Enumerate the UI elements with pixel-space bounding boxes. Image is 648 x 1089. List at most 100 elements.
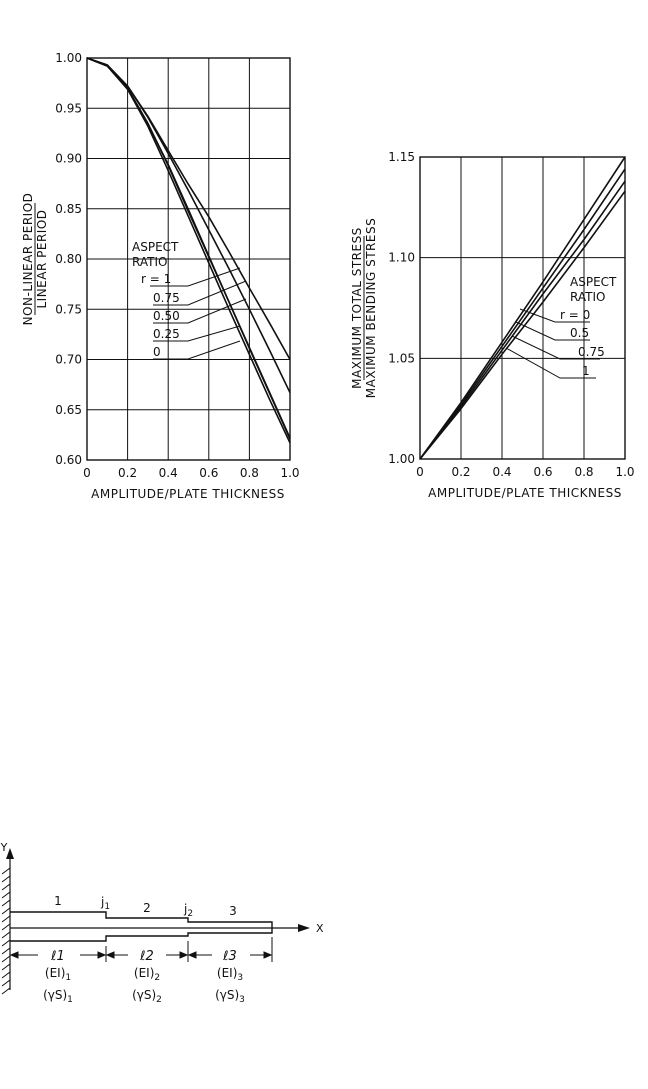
x-tick-label: 0.4: [159, 466, 178, 480]
density-3-label: (γS)3: [215, 988, 245, 1005]
hatch-line: [1, 883, 11, 891]
stress-ratio-chart: 0 0.2 0.4 0.6 0.8 1.0 1.00 1.05 1.10 1.15 AMPLITU…: [350, 150, 635, 500]
stiffness-3-label: (EI)3: [217, 966, 243, 983]
chart1-legend: ASPECT RATIO r = 1 0.75 0.50 0.25 0: [132, 240, 247, 360]
chart1-plot-frame: [86, 57, 291, 461]
density-1-main: (γS): [43, 988, 67, 1002]
density-2-label: (γS)2: [132, 988, 162, 1005]
segment-1-number: 1: [54, 894, 62, 908]
series-line-2: [419, 180, 626, 460]
chart1-grid: [87, 58, 290, 460]
chart1-tick-labels: 0 0.2 0.4 0.6 0.8 1.0 0.60 0.65 0.70 0.75 0.80 0.85…: [55, 51, 299, 480]
y-tick-label: 1.05: [388, 351, 415, 365]
chart1-legend-label-0: 0: [153, 345, 161, 359]
stiffness-2-sub: 2: [154, 973, 160, 983]
junction-2-label: j2: [183, 902, 193, 919]
junction-2-main: j: [183, 902, 187, 916]
leader-025: [153, 325, 241, 342]
chart1-y-label-numerator: NON-LINEAR PERIOD: [21, 193, 35, 326]
y-tick-label: 1.00: [388, 452, 415, 466]
y-axis-arrowhead: [6, 848, 14, 859]
x-axis-arrowhead: [298, 924, 310, 932]
x-tick-label: 0: [83, 466, 91, 480]
x-tick-label: 0.2: [118, 466, 137, 480]
junction-1-sub: 1: [104, 902, 110, 912]
chart2-legend-label-1: 1: [582, 364, 590, 378]
hatch-line: [1, 987, 11, 995]
chart1-legend-label-r1: r = 1: [141, 272, 171, 286]
chart2-legend-label-075: 0.75: [578, 345, 605, 359]
stiffness-2-main: (EI): [134, 966, 154, 980]
chart1-series-lines: [86, 57, 291, 444]
stiffness-3-sub: 3: [237, 973, 243, 983]
x-tick-label: 0.6: [199, 466, 218, 480]
y-tick-label: 1.10: [388, 251, 415, 265]
chart2-plot-frame: [419, 156, 626, 460]
period-ratio-chart: 0 0.2 0.4 0.6 0.8 1.0 0.60 0.65 0.70 0.75 0.80 0.85…: [21, 51, 300, 501]
length-3-main: ℓ: [222, 949, 228, 964]
stiffness-1-label: (EI)1: [45, 966, 71, 983]
chart1-legend-leader-lines: [150, 267, 247, 360]
leader-050: [153, 298, 247, 324]
hatch-line: [1, 899, 11, 907]
series-line-3: [419, 190, 626, 460]
chart2-legend-label-r0: r = 0: [560, 308, 590, 322]
arrow-3b: [263, 951, 273, 959]
hatch-line: [1, 915, 11, 923]
leader-1: [505, 347, 596, 379]
arrow-2b: [179, 951, 189, 959]
x-tick-label: 1.0: [615, 465, 634, 479]
chart2-y-label-numerator: MAXIMUM TOTAL STRESS: [350, 227, 364, 389]
length-2-label: ℓ2: [139, 949, 154, 964]
chart1-x-axis-label: AMPLITUDE/PLATE THICKNESS: [91, 487, 285, 501]
hatch-line: [1, 939, 11, 947]
density-2-sub: 2: [156, 995, 162, 1005]
y-tick-label: 0.80: [55, 252, 82, 266]
length-1-sub: 1: [57, 949, 65, 964]
dimension-lines: [9, 937, 273, 962]
series-line-3: [86, 57, 291, 444]
hatch-line: [1, 931, 11, 939]
stiffness-3-main: (EI): [217, 966, 237, 980]
length-1-main: ℓ: [50, 949, 56, 964]
density-3-main: (γS): [215, 988, 239, 1002]
chart2-x-axis-label: AMPLITUDE/PLATE THICKNESS: [428, 486, 622, 500]
leader-05: [515, 321, 590, 341]
junction-2-sub: 2: [187, 909, 193, 919]
chart2-legend-label-05: 0.5: [570, 326, 589, 340]
y-tick-label: 0.65: [55, 403, 82, 417]
leader-075: [511, 335, 600, 360]
y-tick-label: 1.00: [55, 51, 82, 65]
chart2-legend: ASPECT RATIO r = 0 0.5 0.75 1: [505, 275, 617, 379]
x-axis-label: X: [316, 922, 324, 935]
chart2-y-label-denominator: MAXIMUM BENDING STRESS: [364, 218, 378, 398]
density-1-label: (γS)1: [43, 988, 73, 1005]
chart2-legend-leader-lines: [505, 308, 600, 379]
segment-3-number: 3: [229, 904, 237, 918]
stiffness-2-label: (EI)2: [134, 966, 160, 983]
chart1-legend-title-line1: ASPECT: [132, 240, 179, 254]
density-1-sub: 1: [67, 995, 73, 1005]
y-tick-label: 0.60: [55, 453, 82, 467]
arrow-1a: [9, 951, 19, 959]
length-3-label: ℓ3: [222, 949, 237, 964]
beam-outline: [10, 911, 273, 942]
chart2-tick-labels: 0 0.2 0.4 0.6 0.8 1.0 1.00 1.05 1.10 1.15: [388, 150, 634, 479]
stiffness-1-main: (EI): [45, 966, 65, 980]
hatch-line: [1, 971, 11, 979]
segment-2-number: 2: [143, 901, 151, 915]
series-line-0: [419, 156, 626, 460]
chart2-legend-title-line1: ASPECT: [570, 275, 617, 289]
junction-1-label: j1: [100, 895, 110, 912]
x-tick-label: 0.6: [533, 465, 552, 479]
y-tick-label: 0.85: [55, 202, 82, 216]
hatch-line: [1, 867, 11, 875]
chart1-legend-title-line2: RATIO: [132, 255, 167, 269]
series-line-2: [86, 57, 291, 439]
chart2-y-axis-label: MAXIMUM TOTAL STRESS MAXIMUM BENDING STR…: [350, 218, 378, 398]
leader-r1: [150, 267, 241, 287]
y-tick-label: 1.15: [388, 150, 415, 164]
hatch-line: [1, 907, 11, 915]
leader-075: [153, 280, 247, 306]
